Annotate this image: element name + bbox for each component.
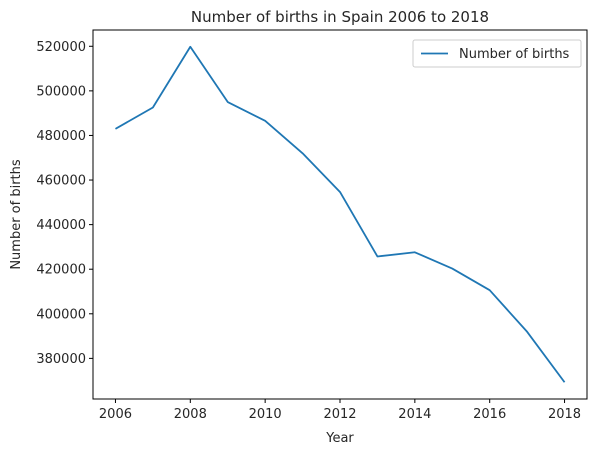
x-tick-label: 2016	[473, 407, 506, 422]
legend-label: Number of births	[459, 47, 570, 62]
series-line	[115, 45, 566, 383]
legend-box	[412, 39, 582, 68]
x-axis-ticks: 2006 2008 2010 2012 2014 2016 2018	[99, 399, 581, 422]
x-tick-label: 2006	[99, 407, 132, 422]
y-axis-label: Number of births	[9, 159, 24, 270]
legend: Number of births	[412, 39, 582, 68]
x-tick-label: 2018	[548, 407, 581, 422]
y-axis-ticks: 380000 400000 420000 440000 460000 480000 5000…	[36, 40, 93, 367]
y-tick-label: 440000	[36, 218, 86, 233]
x-tick-label: 2008	[174, 407, 207, 422]
y-tick-label: 520000	[36, 40, 86, 55]
y-tick-label: 420000	[36, 263, 86, 278]
x-tick-label: 2010	[249, 407, 282, 422]
x-tick-label: 2012	[323, 407, 356, 422]
y-tick-label: 380000	[36, 352, 86, 367]
y-tick-label: 460000	[36, 174, 86, 189]
y-tick-label: 480000	[36, 129, 86, 144]
y-tick-label: 400000	[36, 307, 86, 322]
y-tick-label: 500000	[36, 84, 86, 99]
series-group	[115, 45, 566, 383]
x-tick-label: 2014	[398, 407, 431, 422]
x-axis-label: Year	[325, 431, 354, 446]
chart-title: Number of births in Spain 2006 to 2018	[191, 8, 489, 26]
